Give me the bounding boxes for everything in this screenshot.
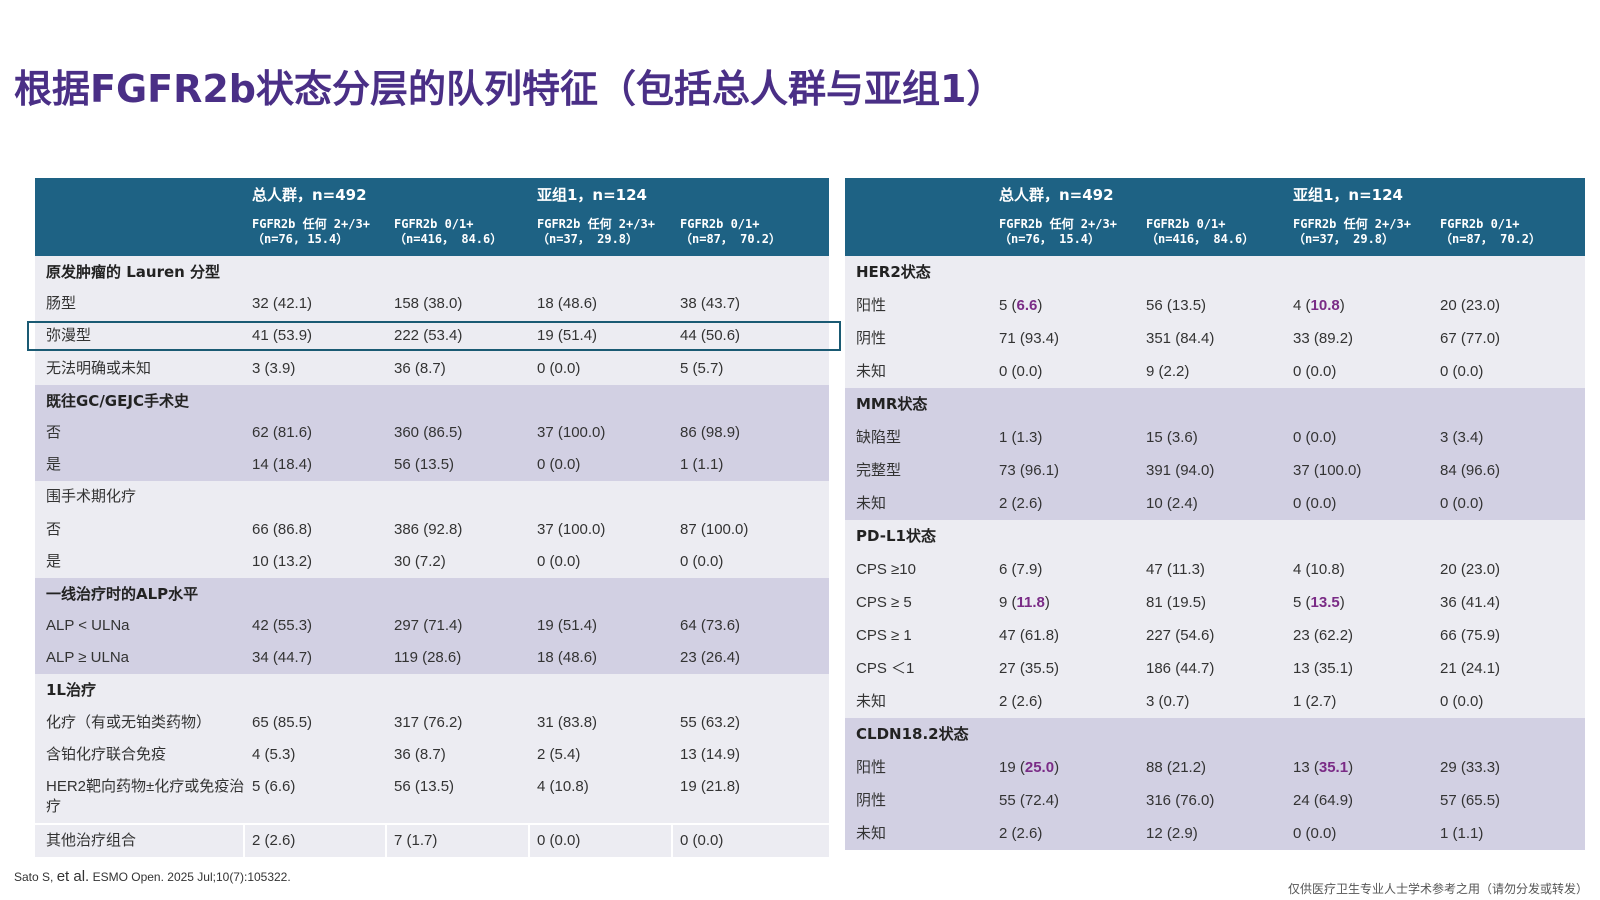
table-row: 否 62 (81.6) 360 (86.5) 37 (100.0) 86 (98.9)	[35, 416, 829, 450]
table-row: 阳性 5 (6.6) 56 (13.5) 4 (10.8) 20 (23.0)	[845, 289, 1585, 322]
table-row: 其他治疗组合 2 (2.6) 7 (1.7) 0 (0.0) 0 (0.0)	[35, 823, 829, 858]
col-header-1: FGFR2b 任何 2+/3+ （n=76, 15.4）	[252, 217, 370, 246]
table-row: 无法明确或未知 3 (3.9) 36 (8.7) 0 (0.0) 5 (5.7)	[35, 352, 829, 385]
left-table: 总人群，n=492 亚组1，n=124 FGFR2b 任何 2+/3+ （n=76…	[35, 178, 829, 858]
right-table: 总人群，n=492 亚组1，n=124 FGFR2b 任何 2+/3+ （n=76…	[845, 178, 1585, 850]
group-header-total: 总人群，n=492	[252, 186, 367, 204]
table-row: 未知 0 (0.0) 9 (2.2) 0 (0.0) 0 (0.0)	[845, 355, 1585, 388]
section-row: 既往GC/GEJC手术史	[35, 384, 829, 417]
col-header-4: FGFR2b 0/1+ （n=87， 70.2）	[1440, 217, 1542, 246]
footer-disclaimer: 仅供医疗卫生专业人士学术参考之用（请勿分发或转发）	[1287, 882, 1588, 896]
section-row: 1L治疗	[35, 674, 829, 707]
table-row: HER2靶向药物±化疗或免疫治疗 5 (6.6) 56 (13.5) 4 (10.8)…	[35, 771, 829, 823]
table-header: 总人群，n=492 亚组1，n=124 FGFR2b 任何 2+/3+ （n=76…	[845, 178, 1585, 256]
column-divider	[671, 825, 673, 858]
col-header-2: FGFR2b 0/1+ （n=416， 84.6）	[394, 217, 503, 246]
table-row: 未知 2 (2.6) 12 (2.9) 0 (0.0) 1 (1.1)	[845, 817, 1585, 850]
table-row: 是 10 (13.2) 30 (7.2) 0 (0.0) 0 (0.0)	[35, 545, 829, 578]
col-header-3: FGFR2b 任何 2+/3+ （n=37， 29.8）	[1293, 217, 1411, 246]
col-header-3: FGFR2b 任何 2+/3+ （n=37， 29.8）	[537, 217, 655, 246]
group-header-total: 总人群，n=492	[999, 186, 1114, 204]
column-divider	[385, 825, 387, 858]
table-row: 缺陷型 1 (1.3) 15 (3.6) 0 (0.0) 3 (3.4)	[845, 421, 1585, 454]
section-row: CLDN18.2状态	[845, 718, 1585, 751]
citation: Sato S, et al. ESMO Open. 2025 Jul;10(7)…	[14, 868, 291, 885]
table-row: ALP < ULNa 42 (55.3) 297 (71.4) 19 (51.4) 64…	[35, 610, 829, 643]
table-row: 否 66 (86.8) 386 (92.8) 37 (100.0) 87 (100.0)	[35, 513, 829, 546]
table-row: 完整型 73 (96.1) 391 (94.0) 37 (100.0) 84 (96.6…	[845, 454, 1585, 487]
col-header-1: FGFR2b 任何 2+/3+ （n=76， 15.4）	[999, 217, 1117, 246]
highlight-box-diffuse	[27, 321, 841, 351]
table-row: ALP ≥ ULNa 34 (44.7) 119 (28.6) 18 (48.6) 23…	[35, 642, 829, 675]
column-divider	[243, 825, 245, 858]
section-row: 一线治疗时的ALP水平	[35, 577, 829, 611]
section-row: PD-L1状态	[845, 520, 1585, 553]
table-row: 弥漫型 41 (53.9) 222 (53.4) 19 (51.4) 44 (50.6)	[35, 320, 829, 353]
group-header-subgroup: 亚组1，n=124	[537, 186, 647, 204]
table-row: CPS ＜1 27 (35.5) 186 (44.7) 13 (35.1) 21 (24…	[845, 652, 1585, 685]
section-row: 围手术期化疗	[35, 481, 829, 514]
table-row: CPS ≥ 1 47 (61.8) 227 (54.6) 23 (62.2) 66 (7…	[845, 619, 1585, 652]
col-header-2: FGFR2b 0/1+ （n=416， 84.6）	[1146, 217, 1255, 246]
table-row: 阴性 55 (72.4) 316 (76.0) 24 (64.9) 57 (65.5)	[845, 784, 1585, 817]
table-row: 含铂化疗联合免疫 4 (5.3) 36 (8.7) 2 (5.4) 13 (14.9)	[35, 738, 829, 771]
table-row: 未知 2 (2.6) 10 (2.4) 0 (0.0) 0 (0.0)	[845, 487, 1585, 520]
table-row: 化疗（有或无铂类药物） 65 (85.5) 317 (76.2) 31 (83.8) 5…	[35, 706, 829, 739]
table-row: 阴性 71 (93.4) 351 (84.4) 33 (89.2) 67 (77.0)	[845, 322, 1585, 355]
group-header-subgroup: 亚组1，n=124	[1293, 186, 1403, 204]
table-row: CPS ≥10 6 (7.9) 47 (11.3) 4 (10.8) 20 (23.0)	[845, 553, 1585, 586]
table-header: 总人群，n=492 亚组1，n=124 FGFR2b 任何 2+/3+ （n=76…	[35, 178, 829, 256]
section-row: HER2状态	[845, 256, 1585, 289]
column-divider	[528, 825, 530, 858]
table-row: 阳性 19 (25.0) 88 (21.2) 13 (35.1) 29 (33.3)	[845, 751, 1585, 784]
section-row: 原发肿瘤的 Lauren 分型	[35, 256, 829, 289]
section-row: MMR状态	[845, 388, 1585, 421]
table-row: 是 14 (18.4) 56 (13.5) 0 (0.0) 1 (1.1)	[35, 449, 829, 482]
page-title: 根据FGFR2b状态分层的队列特征（包括总人群与亚组1）	[14, 67, 1005, 111]
col-header-4: FGFR2b 0/1+ （n=87， 70.2）	[680, 217, 782, 246]
table-row: 未知 2 (2.6) 3 (0.7) 1 (2.7) 0 (0.0)	[845, 685, 1585, 718]
table-row: 肠型 32 (42.1) 158 (38.0) 18 (48.6) 38 (43.7)	[35, 288, 829, 321]
